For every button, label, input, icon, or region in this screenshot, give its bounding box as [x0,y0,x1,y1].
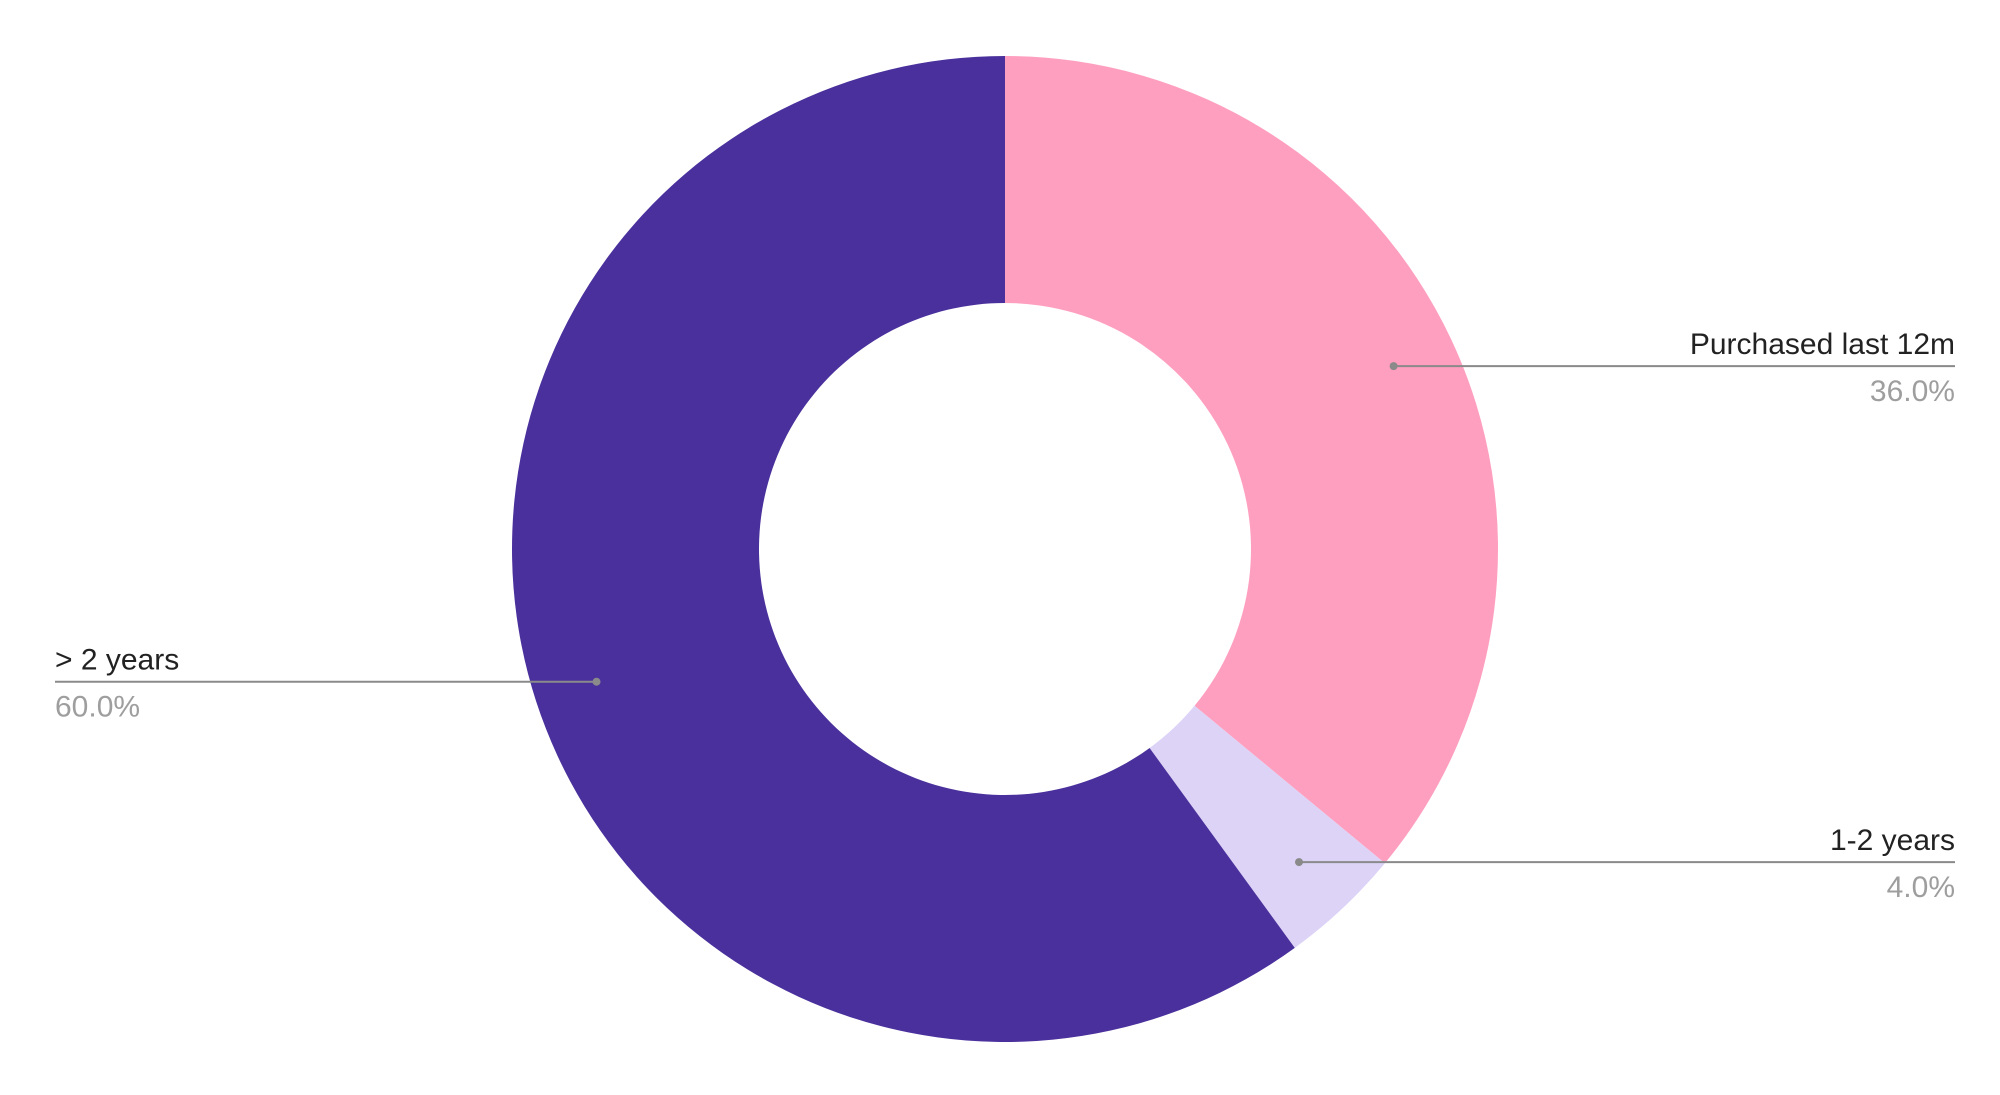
slice-label: > 2 years [55,644,179,677]
slices-layer [511,56,1498,1043]
leader-dot [1389,362,1398,371]
slice-purchased-last-12m[interactable] [1005,56,1498,864]
slice-label: Purchased last 12m [1690,328,1955,361]
slice-2-years[interactable] [511,56,1295,1043]
slice-percentage: 60.0% [55,691,140,724]
slice-label: 1-2 years [1830,824,1955,857]
leader-dot [1295,858,1304,867]
slice-label-group-purchased-last-12m: Purchased last 12m 36.0% [1389,328,1955,408]
labels-layer: Purchased last 12m 36.0% 1-2 years 4.0% > 2 … [55,328,1955,904]
slice-1-2-years[interactable] [1149,705,1385,948]
leader-dot [592,677,601,686]
slice-percentage: 36.0% [1870,375,1955,408]
slice-label-group-2-years: > 2 years 60.0% [55,644,601,724]
slice-percentage: 4.0% [1887,871,1955,904]
slice-label-group-1-2-years: 1-2 years 4.0% [1295,824,1955,904]
